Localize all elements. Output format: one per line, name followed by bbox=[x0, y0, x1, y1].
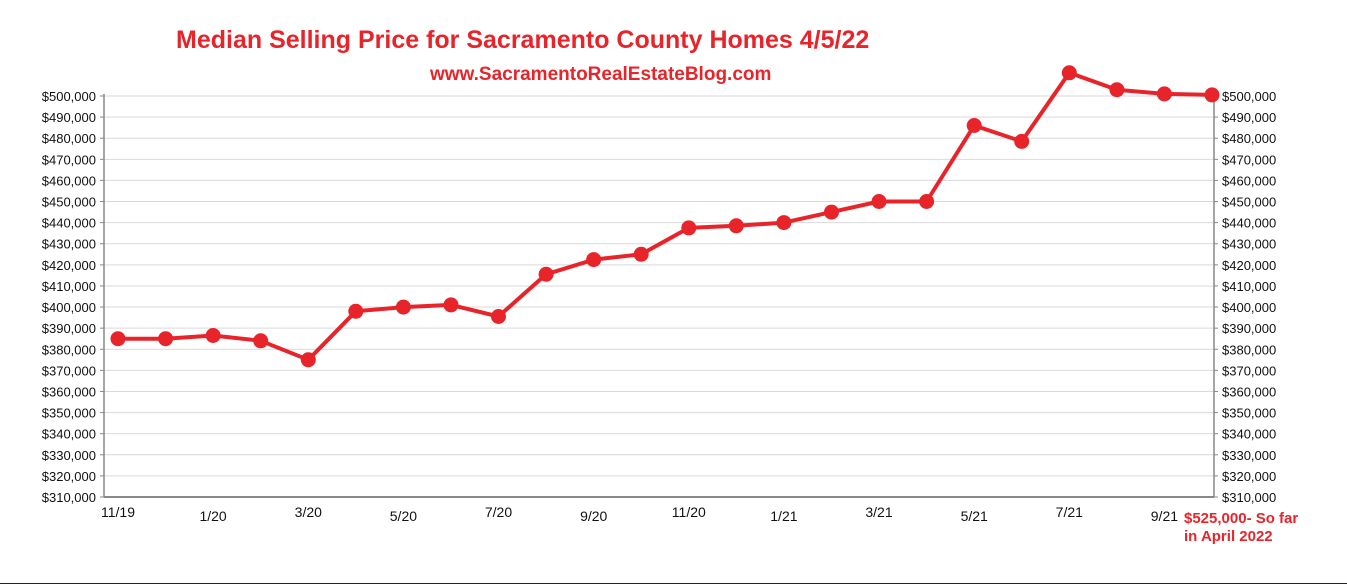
data-point bbox=[110, 331, 126, 347]
data-point bbox=[538, 266, 554, 282]
y-tick-label-right: $410,000 bbox=[1222, 279, 1276, 294]
y-tick-label-left: $420,000 bbox=[42, 258, 96, 273]
y-tick-label-left: $410,000 bbox=[42, 279, 96, 294]
x-tick-label: 3/20 bbox=[295, 504, 322, 520]
x-tick-label: 11/19 bbox=[101, 504, 135, 520]
x-tick-label: 11/20 bbox=[672, 504, 706, 520]
data-point bbox=[776, 215, 792, 231]
y-tick-label-right: $380,000 bbox=[1222, 342, 1276, 357]
y-tick-label-left: $370,000 bbox=[42, 363, 96, 378]
data-point bbox=[348, 303, 364, 319]
y-tick-label-left: $400,000 bbox=[42, 300, 96, 315]
bottom-divider bbox=[0, 583, 1347, 584]
y-tick-label-right: $450,000 bbox=[1222, 195, 1276, 210]
y-tick-label-left: $460,000 bbox=[42, 173, 96, 188]
april-2022-note-line1: $525,000- So far bbox=[1184, 510, 1299, 527]
y-tick-label-left: $380,000 bbox=[42, 342, 96, 357]
x-tick-label: 7/20 bbox=[485, 504, 512, 520]
y-tick-label-left: $480,000 bbox=[42, 131, 96, 146]
y-tick-label-right: $490,000 bbox=[1222, 110, 1276, 125]
data-point bbox=[395, 299, 411, 315]
y-tick-label-left: $430,000 bbox=[42, 237, 96, 252]
y-tick-label-right: $370,000 bbox=[1222, 363, 1276, 378]
y-tick-label-right: $400,000 bbox=[1222, 300, 1276, 315]
y-tick-label-left: $440,000 bbox=[42, 216, 96, 231]
april-2022-note: $525,000- So far in April 2022 bbox=[1184, 510, 1298, 546]
data-point bbox=[491, 309, 506, 324]
y-tick-label-right: $360,000 bbox=[1222, 384, 1276, 399]
data-point bbox=[871, 194, 887, 209]
series-line bbox=[118, 70, 1213, 362]
grid-lines bbox=[104, 95, 1214, 477]
x-tick-label: 5/20 bbox=[390, 508, 417, 524]
y-tick-label-right: $460,000 bbox=[1222, 173, 1276, 188]
chart-title: Median Selling Price for Sacramento Coun… bbox=[176, 26, 870, 54]
data-point bbox=[633, 246, 649, 262]
data-point bbox=[586, 252, 602, 268]
y-tick-label-left: $490,000 bbox=[42, 110, 96, 125]
data-point bbox=[1204, 87, 1220, 103]
y-tick-label-left: $320,000 bbox=[42, 469, 96, 484]
data-point bbox=[1014, 133, 1030, 149]
data-point bbox=[824, 204, 839, 220]
x-tick-label: 9/20 bbox=[580, 508, 607, 524]
y-tick-label-left: $310,000 bbox=[42, 490, 96, 505]
y-tick-label-right: $480,000 bbox=[1222, 131, 1276, 146]
data-point bbox=[966, 118, 982, 133]
y-tick-label-right: $330,000 bbox=[1222, 448, 1276, 463]
y-tick-label-right: $350,000 bbox=[1222, 406, 1276, 421]
axes bbox=[100, 94, 1218, 498]
y-tick-label-right: $420,000 bbox=[1222, 258, 1276, 273]
y-tick-label-right: $320,000 bbox=[1222, 469, 1276, 484]
data-point bbox=[158, 331, 174, 347]
data-point bbox=[1061, 65, 1077, 81]
data-point bbox=[300, 352, 316, 368]
april-2022-note-line2: in April 2022 bbox=[1184, 528, 1273, 545]
x-tick-label: 7/21 bbox=[1056, 504, 1083, 520]
data-point bbox=[728, 218, 744, 234]
data-point bbox=[681, 220, 697, 236]
data-point bbox=[253, 333, 269, 349]
data-point bbox=[443, 297, 459, 313]
chart-subtitle: www.SacramentoRealEstateBlog.com bbox=[430, 64, 772, 85]
y-axis-right: $310,000 $320,000 $330,000 $340,000 $350,000… bbox=[1222, 89, 1276, 505]
x-tick-label: 5/21 bbox=[961, 508, 988, 524]
y-tick-label-left: $450,000 bbox=[42, 195, 96, 210]
data-point bbox=[1156, 86, 1172, 102]
x-axis: 11/19 1/20 3/20 5/20 7/20 9/20 11/20 1/21 3/21 5/… bbox=[101, 504, 1178, 524]
y-tick-label-left: $340,000 bbox=[42, 427, 96, 442]
x-tick-label: 9/21 bbox=[1151, 508, 1178, 524]
y-tick-label-left: $360,000 bbox=[42, 384, 96, 399]
y-tick-label-right: $310,000 bbox=[1222, 490, 1276, 505]
y-tick-label-right: $440,000 bbox=[1222, 216, 1276, 231]
y-tick-label-right: $430,000 bbox=[1222, 237, 1276, 252]
y-tick-label-right: $500,000 bbox=[1222, 89, 1276, 104]
data-point bbox=[205, 328, 221, 343]
y-axis-left: $310,000 $320,000 $330,000 $340,000 $350,000… bbox=[42, 89, 96, 505]
data-point bbox=[919, 194, 935, 209]
y-tick-label-left: $500,000 bbox=[42, 89, 96, 104]
x-tick-label: 1/20 bbox=[199, 508, 226, 524]
data-point bbox=[1109, 82, 1125, 98]
y-tick-label-left: $390,000 bbox=[42, 321, 96, 336]
x-tick-label: 3/21 bbox=[865, 504, 892, 520]
y-tick-label-right: $340,000 bbox=[1222, 427, 1276, 442]
x-tick-label: 1/21 bbox=[770, 508, 797, 524]
y-tick-label-right: $470,000 bbox=[1222, 152, 1276, 167]
y-tick-label-left: $350,000 bbox=[42, 406, 96, 421]
y-tick-label-left: $330,000 bbox=[42, 448, 96, 463]
series-median-price bbox=[110, 65, 1220, 368]
y-tick-label-left: $470,000 bbox=[42, 152, 96, 167]
y-tick-label-right: $390,000 bbox=[1222, 321, 1276, 336]
